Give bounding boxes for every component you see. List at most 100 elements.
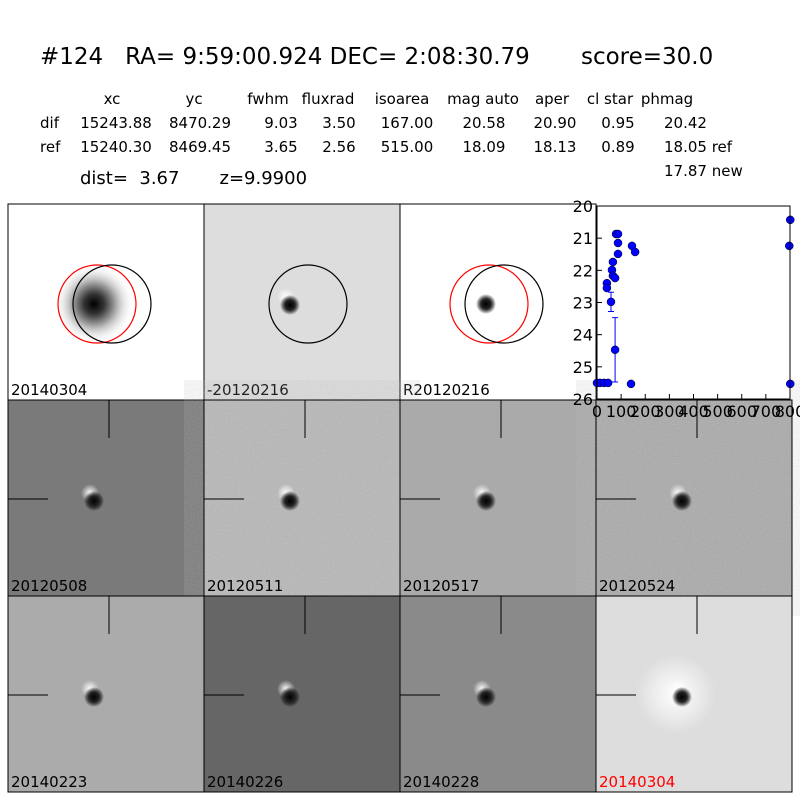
- table-cell: ref: [40, 138, 61, 156]
- point: [785, 241, 794, 251]
- stamp: 20120517: [399, 399, 597, 597]
- stamp-label: 20140228: [403, 773, 479, 791]
- stamp: 20140226: [203, 595, 401, 793]
- plot-frame: [596, 205, 791, 400]
- x-tick-label: 400: [678, 402, 709, 421]
- plot-bg: [597, 206, 790, 399]
- stamp: -20120216: [203, 203, 401, 401]
- stamp: 20120511: [203, 399, 401, 597]
- aperture: [57, 264, 137, 344]
- point: [610, 273, 620, 283]
- source: [476, 491, 496, 511]
- stamp-noise: [596, 400, 792, 596]
- point: [613, 238, 623, 248]
- dist: dist= 3.67 z=9.9900: [80, 168, 307, 189]
- stamp: 20120508: [7, 399, 205, 597]
- stamp-label: -20120216: [207, 381, 289, 399]
- stamp-bg: [204, 596, 400, 792]
- stamp-bg: [400, 400, 596, 596]
- source: [280, 687, 300, 707]
- source: [280, 295, 300, 315]
- table-cell: 2.56: [322, 138, 355, 156]
- stamp-label: 20120508: [11, 577, 87, 595]
- stamp: 20140223: [7, 595, 205, 793]
- y-tick-label: 20: [573, 197, 593, 216]
- table-cell: 3.65: [264, 138, 297, 156]
- column-header: mag auto: [447, 90, 519, 108]
- column-header: phmag: [641, 90, 693, 108]
- table-cell: 9.03: [264, 114, 297, 132]
- source: [672, 491, 692, 511]
- x-tick-label: 500: [702, 402, 733, 421]
- table-cell: 18.09: [463, 138, 506, 156]
- source: [476, 687, 496, 707]
- stamp-bg: [8, 596, 204, 792]
- stamp-label: 20120524: [599, 577, 675, 595]
- table-cell: 8469.45: [169, 138, 231, 156]
- table-cell: 515.00: [381, 138, 434, 156]
- aperture: [449, 264, 529, 344]
- source: [84, 491, 104, 511]
- stamp: 20140228: [399, 595, 597, 793]
- x-tick-label: 800: [775, 402, 800, 421]
- stamp-label: 20140226: [207, 773, 283, 791]
- stamp-label: 20140223: [11, 773, 87, 791]
- table-cell: 8470.29: [169, 114, 231, 132]
- y-tick-label: 22: [573, 261, 593, 280]
- x-tick-label: 300: [654, 402, 685, 421]
- table-cell: 20.58: [463, 114, 506, 132]
- stamp-bg: [400, 596, 596, 792]
- y-tick-label: 25: [573, 358, 593, 377]
- y-tick-label: 24: [573, 326, 593, 345]
- point: [630, 247, 640, 257]
- column-header: fluxrad: [302, 90, 355, 108]
- table-cell: 3.50: [322, 114, 355, 132]
- aperture: [464, 264, 544, 344]
- x-tick-label: 700: [751, 402, 782, 421]
- point: [626, 379, 636, 389]
- table-cell: 15243.88: [80, 114, 152, 132]
- table-cell: 20.90: [534, 114, 577, 132]
- source: [54, 264, 134, 344]
- column-header: isoarea: [375, 90, 430, 108]
- stamp: R20120216: [399, 203, 597, 401]
- x-tick-label: 0: [592, 402, 602, 421]
- x-tick-label: 100: [606, 402, 637, 421]
- table-cell: 18.05 ref: [664, 138, 733, 156]
- table-cell: dif: [40, 114, 60, 132]
- column-header: aper: [535, 90, 570, 108]
- stamp-label: 20120511: [207, 577, 283, 595]
- x-tick-label: 200: [630, 402, 661, 421]
- column-header: fwhm: [247, 90, 288, 108]
- source: [672, 687, 692, 707]
- stamp: 20140304: [595, 595, 793, 793]
- stamp-label: 20120517: [403, 577, 479, 595]
- table-cell: 167.00: [381, 114, 434, 132]
- table-cell: 0.95: [601, 114, 634, 132]
- stamp-bg: [8, 400, 204, 596]
- title: #124 RA= 9:59:00.924 DEC= 2:08:30.79 sco…: [40, 44, 713, 70]
- table-cell: 15240.30: [80, 138, 152, 156]
- column-header: xc: [104, 90, 121, 108]
- extra: 17.87 new: [664, 162, 743, 180]
- point: [608, 257, 618, 267]
- x-tick-label: 600: [726, 402, 757, 421]
- aperture: [72, 264, 152, 344]
- point: [606, 297, 616, 307]
- stamp-bg: [400, 204, 596, 400]
- point: [602, 283, 612, 293]
- table-cell: 18.13: [534, 138, 577, 156]
- point: [613, 249, 623, 259]
- y-tick-label: 26: [573, 390, 593, 409]
- stamp-label: 20140304: [599, 773, 675, 791]
- y-tick-label: 23: [573, 294, 593, 313]
- stamp: 20140304: [7, 203, 205, 401]
- stamp-noise: [204, 400, 400, 596]
- source: [84, 687, 104, 707]
- stamp-label: 20140304: [11, 381, 87, 399]
- source: [476, 294, 496, 314]
- y-tick-label: 21: [573, 229, 593, 248]
- column-header: yc: [185, 90, 202, 108]
- stamp-bg: [204, 204, 400, 400]
